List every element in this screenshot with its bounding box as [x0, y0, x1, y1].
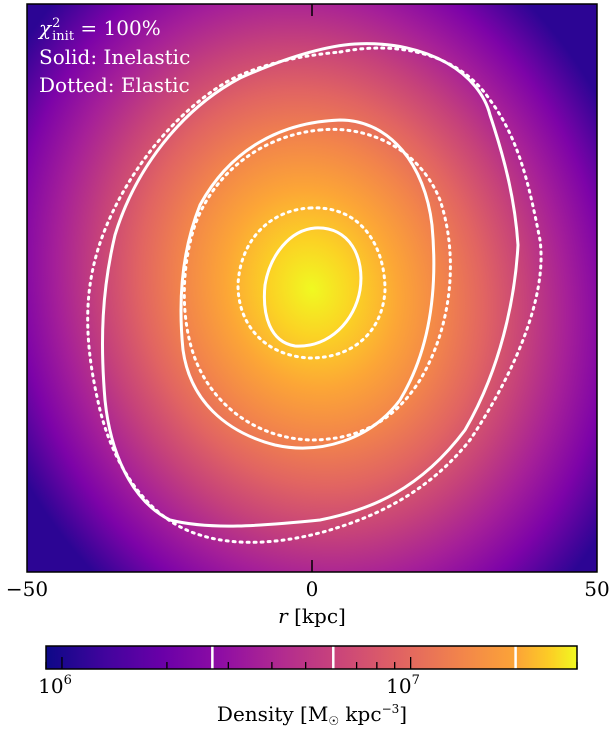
contour-inelastic-inner [262, 226, 363, 348]
annotation-dotted-legend: Dotted: Elastic [39, 72, 190, 97]
x-axis-label: r [kpc] [278, 604, 346, 628]
x-axis-label-unit: [kpc] [288, 604, 346, 628]
colorbar-tick-label-1e7: 107 [386, 673, 420, 698]
plot-area [27, 4, 597, 572]
x-tick-label-min: −50 [6, 577, 48, 601]
colorbar-label: Density [M☉ kpc−3] [217, 702, 407, 728]
contour-inelastic-middle [179, 118, 436, 450]
colorbar-frame [45, 645, 578, 670]
colorbar-tick-label-1e6: 106 [38, 673, 72, 698]
x-axis-label-symbol: r [278, 604, 289, 628]
x-tick-label-max: 50 [584, 577, 609, 601]
contour-inelastic-outer [100, 42, 520, 528]
plot-frame [26, 3, 598, 573]
colorbar: 106 107 Density [M☉ kpc−3] [38, 645, 578, 728]
annotation-chi-squared: χ 2 init = 100% [39, 15, 161, 44]
annotation-solid-legend: Solid: Inelastic [39, 44, 191, 69]
contour-elastic-outer [86, 46, 543, 544]
x-tick-label-zero: 0 [306, 577, 319, 601]
colorbar-fill [46, 646, 577, 669]
annotation-box: χ 2 init = 100% Solid: Inelastic Dotted: E… [39, 14, 190, 99]
contour-elastic-inner [236, 206, 387, 360]
contour-elastic-middle [182, 127, 452, 442]
density-heatmap-overlay [27, 4, 597, 572]
